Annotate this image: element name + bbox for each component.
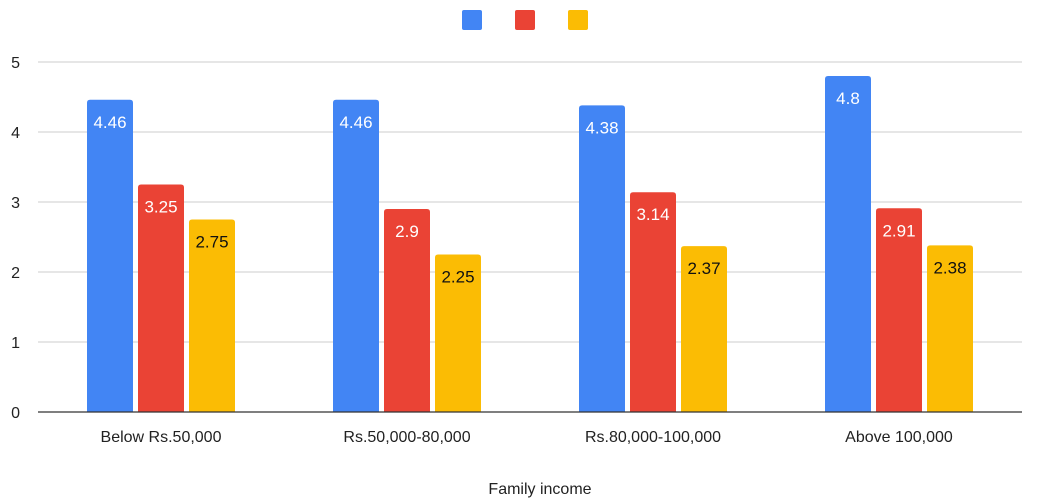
legend-swatch bbox=[568, 10, 588, 30]
data-label: 4.38 bbox=[585, 118, 618, 137]
y-tick-label: 3 bbox=[11, 195, 20, 212]
bar bbox=[876, 208, 922, 412]
x-category-label: Rs.80,000-100,000 bbox=[585, 429, 721, 446]
bar bbox=[333, 99, 379, 413]
x-category-label: Above 100,000 bbox=[845, 429, 953, 446]
bars bbox=[87, 76, 973, 413]
bar bbox=[138, 184, 184, 412]
y-tick-label: 0 bbox=[11, 405, 20, 422]
bar bbox=[384, 209, 430, 412]
bar bbox=[189, 219, 235, 412]
bar bbox=[630, 192, 676, 412]
y-axis-ticks: 0 1 2 3 4 5 bbox=[11, 55, 20, 422]
data-label: 4.46 bbox=[93, 113, 126, 132]
data-label: 4.8 bbox=[836, 89, 860, 108]
data-label: 2.25 bbox=[441, 268, 474, 287]
legend-swatch bbox=[515, 10, 535, 30]
legend bbox=[462, 10, 588, 30]
data-label: 2.38 bbox=[933, 258, 966, 277]
data-label: 2.9 bbox=[395, 222, 419, 241]
bar bbox=[681, 246, 727, 412]
data-label: 3.14 bbox=[636, 205, 669, 224]
x-axis-categories: Below Rs.50,000 Rs.50,000-80,000 Rs.80,000… bbox=[101, 429, 953, 446]
y-tick-label: 2 bbox=[11, 265, 20, 282]
data-label: 2.91 bbox=[882, 221, 915, 240]
legend-swatch bbox=[462, 10, 482, 30]
x-axis-title: Family income bbox=[488, 481, 591, 498]
bar bbox=[825, 76, 871, 412]
y-tick-label: 1 bbox=[11, 335, 20, 352]
data-label: 4.46 bbox=[339, 113, 372, 132]
bar bbox=[927, 245, 973, 412]
data-label: 2.75 bbox=[195, 233, 228, 252]
data-labels: 4.46 3.25 2.75 4.46 2.9 2.25 4.38 3.14 2.37 4.8 2.… bbox=[93, 89, 966, 287]
bar bbox=[579, 105, 625, 413]
x-category-label: Below Rs.50,000 bbox=[101, 429, 222, 446]
y-tick-label: 4 bbox=[11, 125, 20, 142]
x-category-label: Rs.50,000-80,000 bbox=[343, 429, 470, 446]
gridlines bbox=[38, 61, 1022, 343]
data-label: 3.25 bbox=[144, 198, 177, 217]
data-label: 2.37 bbox=[687, 259, 720, 278]
bar bbox=[87, 99, 133, 413]
y-tick-label: 5 bbox=[11, 55, 20, 72]
bar bbox=[435, 254, 481, 412]
